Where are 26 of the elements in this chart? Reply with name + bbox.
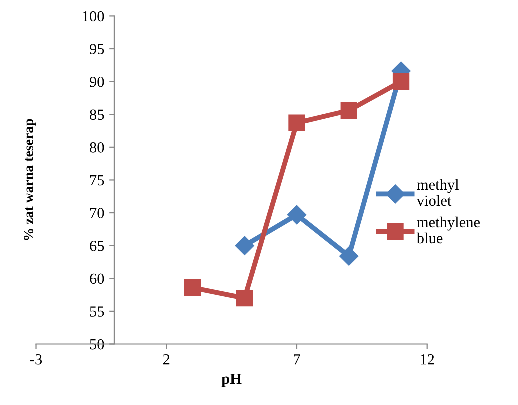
legend-label: methylene blue [416,216,480,244]
point [340,246,359,266]
point [287,205,307,225]
x-tick-label: 2 [163,354,170,365]
point [288,114,306,132]
point [184,279,202,296]
point [340,102,358,120]
y-tick-label: 85 [90,110,104,120]
x-tick-label: 12 [421,354,434,365]
y-tick-label: 80 [90,142,104,153]
y-tick-label: 90 [90,76,104,88]
x-tick-label: -3 [30,354,42,365]
x-axis-title: pH [222,374,242,388]
y-tick-label: 95 [90,44,104,54]
y-tick-label: 60 [90,274,104,284]
y-axis-title: % zat warna teserap [24,119,36,240]
x-tick-label: 7 [294,354,300,365]
legend-label: methyl violet [416,179,460,206]
point [392,73,410,90]
y-tick-label: 70 [90,208,104,218]
point [235,236,254,256]
y-tick-label: 100 [83,11,104,22]
y-tick-label: 65 [90,241,104,252]
y-tick-label: 75 [90,176,104,186]
y-tick-label: 55 [90,306,104,317]
point [236,290,254,307]
